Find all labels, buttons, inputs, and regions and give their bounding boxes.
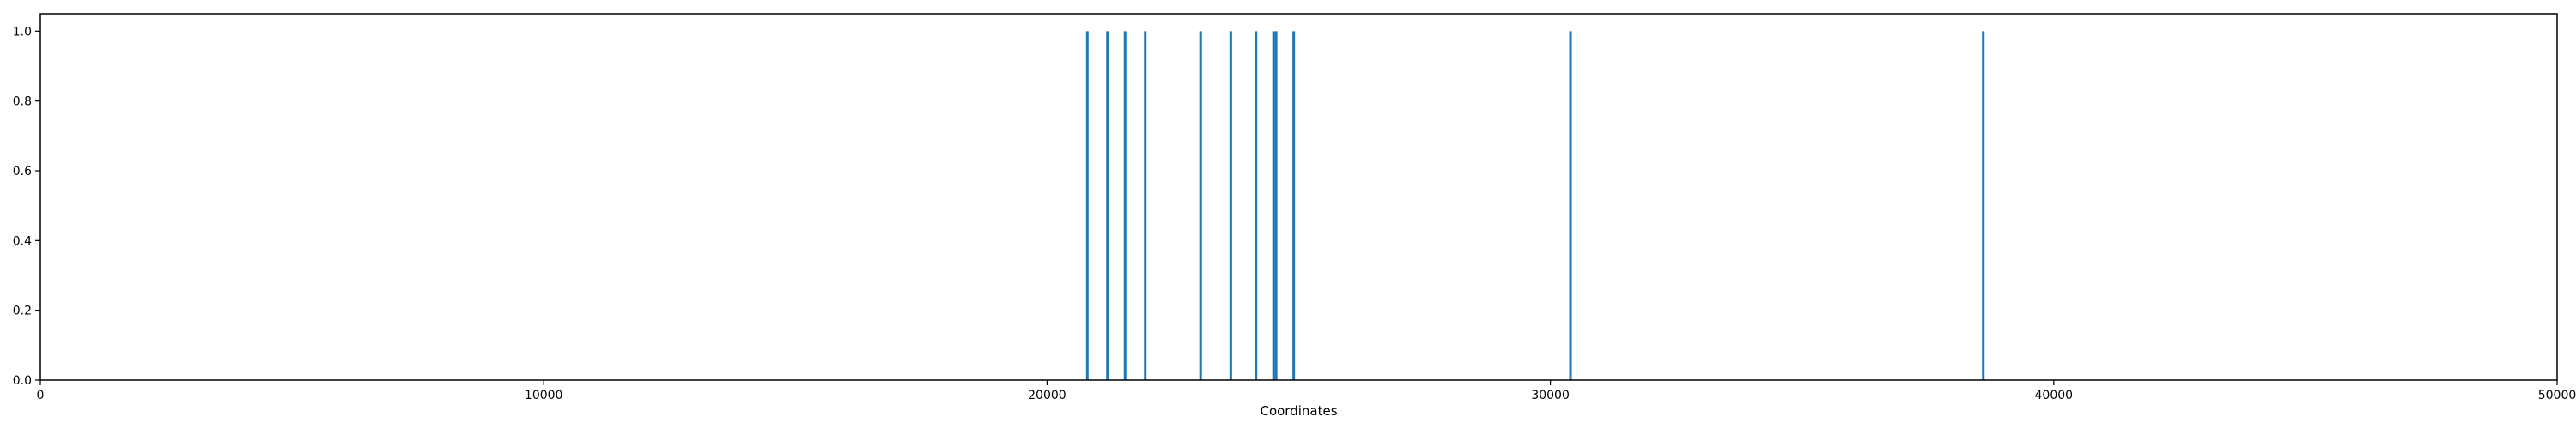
plot-area: [1085, 31, 1985, 380]
y-tick-label-4: 0.8: [13, 95, 32, 109]
y-tick-label-1: 0.2: [13, 305, 32, 318]
x-axis-ticks: 0 10000 20000 30000 40000 50000: [37, 380, 2576, 402]
y-axis-ticks: 0.0 0.2 0.4 0.6 0.8 1.0: [13, 25, 40, 388]
x-tick-label-2: 20000: [1028, 389, 1066, 402]
y-tick-label-2: 0.4: [13, 234, 32, 248]
x-tick-label-0: 0: [37, 389, 45, 402]
x-tick-label-5: 50000: [2538, 389, 2576, 402]
axes-frame: [39, 13, 2558, 381]
x-tick-label-3: 30000: [1531, 389, 1570, 402]
y-tick-label-3: 0.6: [13, 165, 32, 178]
x-tick-label-1: 10000: [525, 389, 563, 402]
y-tick-label-0: 0.0: [13, 374, 32, 388]
x-tick-label-4: 40000: [2035, 389, 2074, 402]
x-axis-label: Coordinates: [1260, 403, 1337, 419]
y-tick-label-5: 1.0: [13, 25, 32, 39]
